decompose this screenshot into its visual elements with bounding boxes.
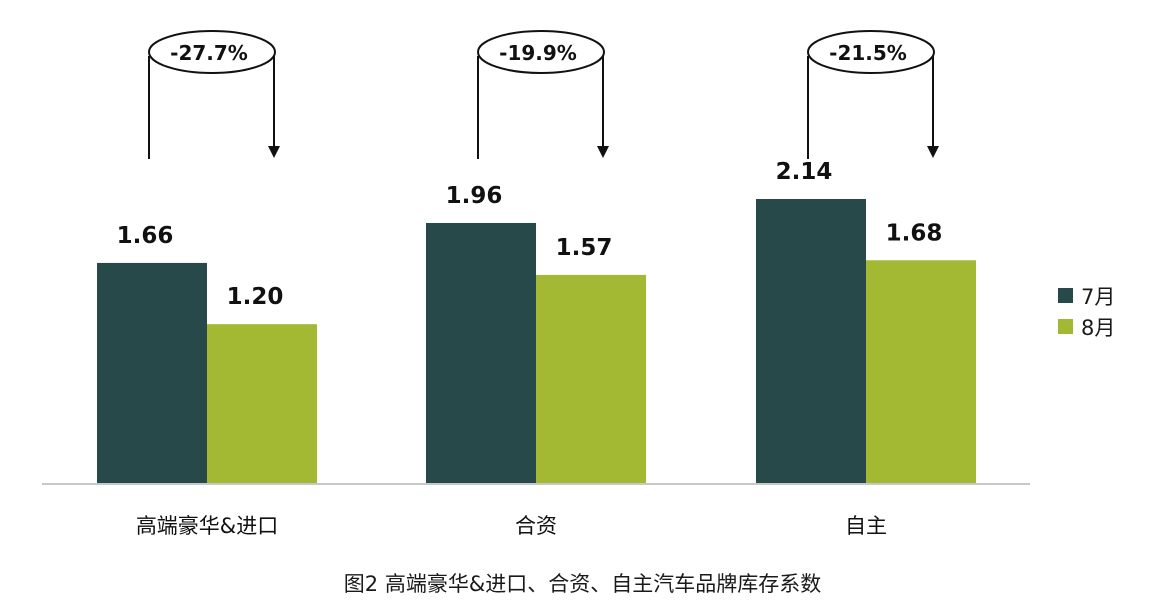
bar-2-3 <box>866 260 976 484</box>
change-ellipse-2 <box>477 30 605 74</box>
legend: 7月 8月 <box>1058 280 1115 342</box>
change-annotation-3: -21.5% <box>807 30 939 159</box>
change-ellipse-3 <box>807 30 935 74</box>
bar-1-1 <box>97 262 207 484</box>
legend-label-7: 7月 <box>1081 284 1116 309</box>
change-ellipse-1 <box>148 30 276 74</box>
bars <box>97 199 976 484</box>
category-label-1: 高端豪华&进口 <box>136 514 278 538</box>
change-annotation-1: -27.7% <box>148 30 280 159</box>
value-labels: 1.66 1.20 1.96 1.57 2.14 1.68 <box>117 159 943 310</box>
category-label-3: 自主 <box>845 514 887 538</box>
value-label-1-2: 1.96 <box>446 183 503 209</box>
legend-item-8: 8月 <box>1058 311 1115 342</box>
change-label-1: -27.7% <box>170 41 248 65</box>
bar-1-3 <box>756 199 866 484</box>
category-label-2: 合资 <box>515 514 557 538</box>
change-annotation-2: -19.9% <box>477 30 609 159</box>
change-label-3: -21.5% <box>829 41 907 65</box>
value-label-2-3: 1.68 <box>886 220 943 246</box>
change-label-2: -19.9% <box>499 41 577 65</box>
figure-caption: 图2 高端豪华&进口、合资、自主汽车品牌库存系数 <box>343 572 822 596</box>
change-arrowhead-3 <box>927 146 939 158</box>
value-label-2-2: 1.57 <box>556 235 613 261</box>
value-label-2-1: 1.20 <box>227 284 284 310</box>
legend-item-7: 7月 <box>1058 280 1115 311</box>
category-labels: 高端豪华&进口 合资 自主 <box>136 514 887 538</box>
value-label-1-3: 2.14 <box>776 159 833 185</box>
legend-swatch-8 <box>1058 319 1073 334</box>
value-label-1-1: 1.66 <box>117 223 174 249</box>
bar-2-2 <box>536 274 646 484</box>
chart-canvas: -27.7% -19.9% -21.5% 1.661.201.961.572.141… <box>42 30 1030 538</box>
legend-swatch-7 <box>1058 288 1073 303</box>
change-arrowhead-2 <box>597 146 609 158</box>
bar-1-2 <box>426 222 536 484</box>
legend-label-8: 8月 <box>1081 315 1116 340</box>
change-annotations: -27.7% -19.9% -21.5% <box>148 30 939 159</box>
change-arrowhead-1 <box>268 146 280 158</box>
bar-2-1 <box>207 324 317 484</box>
